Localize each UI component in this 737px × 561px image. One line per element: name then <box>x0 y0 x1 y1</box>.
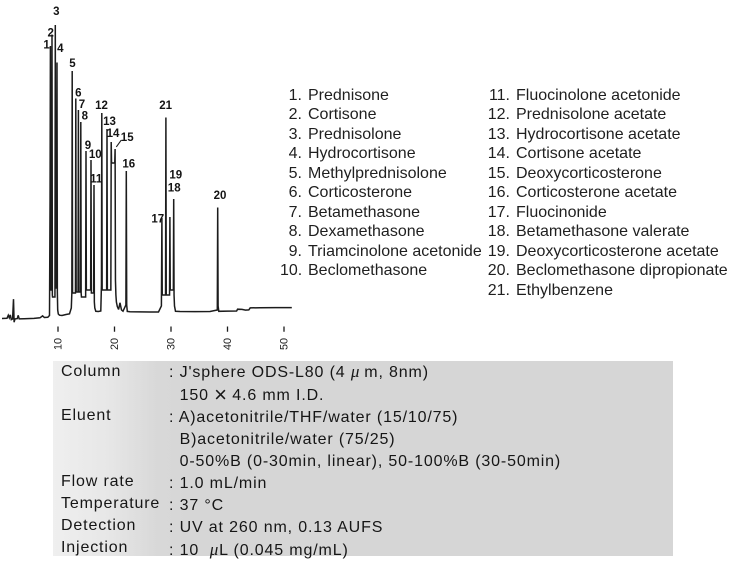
svg-text:50: 50 <box>279 338 291 350</box>
svg-text:8: 8 <box>82 111 89 123</box>
svg-text:20: 20 <box>109 338 121 350</box>
svg-text:14: 14 <box>107 128 120 140</box>
svg-text:9: 9 <box>85 140 91 152</box>
svg-text:20: 20 <box>214 190 227 202</box>
svg-text:6: 6 <box>75 87 81 99</box>
svg-text:10: 10 <box>53 338 65 350</box>
svg-text:7: 7 <box>79 99 85 111</box>
svg-text:12: 12 <box>95 100 108 112</box>
svg-text:10: 10 <box>89 149 102 161</box>
svg-text:4: 4 <box>57 43 64 55</box>
svg-text:17: 17 <box>151 214 164 226</box>
svg-text:30: 30 <box>166 338 178 350</box>
svg-text:40: 40 <box>222 338 234 350</box>
svg-text:13: 13 <box>103 116 116 128</box>
svg-text:18: 18 <box>168 183 181 195</box>
svg-text:2: 2 <box>47 27 53 39</box>
svg-text:3: 3 <box>53 6 59 18</box>
svg-text:15: 15 <box>121 132 134 144</box>
svg-text:11: 11 <box>90 174 103 186</box>
svg-text:21: 21 <box>159 100 172 112</box>
svg-text:5: 5 <box>69 58 76 70</box>
svg-text:16: 16 <box>122 158 135 170</box>
svg-text:19: 19 <box>169 170 182 182</box>
svg-text:1: 1 <box>43 39 50 51</box>
